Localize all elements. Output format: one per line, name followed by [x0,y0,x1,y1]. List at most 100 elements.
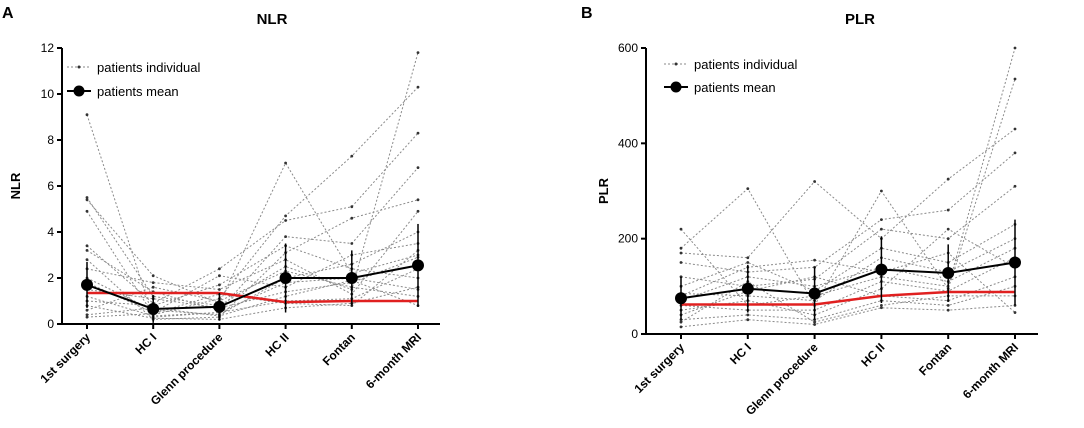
individual-point [746,256,750,260]
individual-point [85,198,89,202]
legend-mean-marker [73,85,85,97]
y-tick-label: 600 [618,41,638,55]
legend-nlr: patients individual patients mean [67,60,200,99]
individual-series-line [680,238,1016,302]
red-series-line [681,290,1015,306]
individual-point [350,242,354,245]
individual-point [284,235,287,239]
individual-series-line [680,128,1016,259]
red-series-line [87,291,418,304]
mean-point [875,263,888,276]
individual-series-line [86,256,419,309]
individual-point [85,244,89,248]
individual-point [946,208,950,212]
mean-series-line [86,264,419,311]
individual-series-line [680,185,1016,287]
mean-point [675,292,687,305]
individual-point [416,166,420,170]
individual-point [1013,311,1017,314]
individual-point [1013,151,1017,155]
individual-point [746,187,750,191]
legend-mean-label: patients mean [694,80,776,95]
x-tick-label: 6-month MRI [960,340,1021,401]
individual-series-line [86,161,419,304]
individual-point [85,308,89,312]
y-tick-label: 10 [41,87,55,101]
panel-letter-b: B [581,5,593,22]
individual-point [746,318,750,322]
individual-series-line [86,86,419,316]
individual-point [151,274,155,278]
y-tick-label: 6 [47,179,54,193]
individual-point [813,320,816,324]
panel-a: A NLR NLR 0 2 4 6 8 10 12 1st surgery HC IGlenn … [2,5,440,408]
chart-title-nlr: NLR [257,11,288,28]
individual-point [1013,184,1017,188]
individual-point [880,189,883,193]
individual-point [813,258,816,262]
mean-point [412,259,424,272]
individual-series-line [86,286,419,320]
individual-point [350,154,354,158]
mean-point [147,303,160,316]
individual-point [679,251,683,255]
mean-point [213,300,226,313]
x-tick-label: 1st surgery [631,340,687,396]
legend-individual-dot [77,65,81,69]
y-tick-label: 400 [618,136,638,150]
legend-plr: patients individual patients mean [664,57,797,95]
individual-series-line [680,78,1016,307]
y-tick-label: 4 [47,225,54,239]
individual-series-line [86,199,419,320]
individual-series-line [680,304,1016,328]
mean-point [942,266,955,279]
individual-point [946,177,950,181]
individual-point [679,325,683,329]
mean-point [81,278,93,291]
individual-point [946,308,950,312]
individual-point [679,320,683,324]
y-axis-label-plr: PLR [596,177,611,204]
individual-series-line [86,243,419,314]
mean-point [345,272,358,284]
mean-series-line [680,261,1016,300]
individual-point [85,315,89,319]
individual-series-line [680,247,1016,302]
y-tick-label: 12 [41,41,55,55]
individual-series-line [86,132,419,304]
individual-point [151,281,155,284]
mean-point [808,287,821,300]
individual-point [218,274,221,278]
individual-series-line [680,47,1016,306]
individual-point [946,237,950,241]
individual-series-line [86,114,419,318]
individual-series-line [86,268,419,317]
individual-point [1013,127,1017,131]
individual-point [416,85,420,89]
individual-series-line [680,285,1016,321]
individual-series-line [680,228,1016,316]
y-tick-label: 200 [618,232,638,246]
x-tick-label: HC I [727,340,754,367]
individual-point [350,205,354,209]
legend-individual-label: patients individual [694,57,797,72]
individual-series-line [86,167,419,311]
y-tick-label: 8 [47,133,54,147]
individual-point [85,196,89,199]
individual-point [679,227,683,231]
individual-point [85,258,89,261]
individual-point [746,313,750,317]
x-tick-label: Fontan [320,330,358,368]
chart-title-plr: PLR [845,11,875,28]
individual-point [1013,46,1017,50]
panel-b: B PLR PLR 0 200 400 600 1st surgery HC IGlenn… [581,5,1038,418]
mean-point [741,282,754,295]
individual-point [679,261,683,264]
x-tick-label: Glenn procedure [743,340,821,418]
y-tick-label: 0 [631,327,638,341]
individual-point [218,288,221,291]
y-tick-label: 0 [47,317,54,331]
legend-individual-dot [674,62,678,66]
y-axis-label-nlr: NLR [8,172,23,199]
